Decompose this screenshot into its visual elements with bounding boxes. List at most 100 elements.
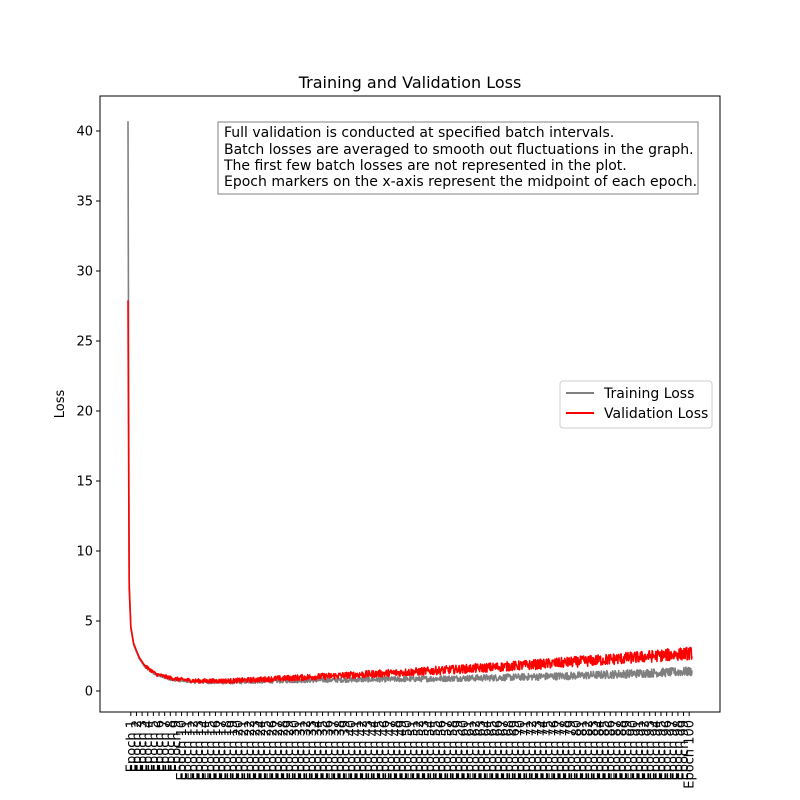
x-tick-label: Epoch 86 xyxy=(604,720,619,780)
x-tick-label: Epoch 61 xyxy=(463,720,478,780)
x-tick-label: Epoch 82 xyxy=(581,720,596,780)
x-tick-label: Epoch 3 xyxy=(136,720,151,772)
x-tick-label: Epoch 97 xyxy=(666,720,681,780)
x-tick-label: Epoch 4 xyxy=(141,720,156,772)
x-tick-label: Epoch 27 xyxy=(271,720,286,780)
x-tick-label: Epoch 56 xyxy=(435,720,450,780)
x-tick-label: Epoch 33 xyxy=(305,720,320,780)
x-tick-label: Epoch 47 xyxy=(384,720,399,780)
legend-frame xyxy=(559,380,713,429)
x-tick-label: Epoch 36 xyxy=(322,720,337,780)
x-tick-label: Epoch 2 xyxy=(130,720,145,772)
x-tick-label: Epoch 95 xyxy=(654,720,669,780)
x-tick-label: Epoch 84 xyxy=(592,720,607,780)
annotation-line-2: Batch losses are averaged to smooth out … xyxy=(224,142,694,158)
x-tick-label: Epoch 34 xyxy=(310,720,325,780)
chart-title: Training and Validation Loss xyxy=(298,73,522,92)
x-tick-label: Epoch 63 xyxy=(474,720,489,780)
x-tick-label: Epoch 90 xyxy=(626,720,641,780)
x-tick-label: Epoch 23 xyxy=(248,720,263,780)
annotation-line-1: Full validation is conducted at specifie… xyxy=(224,125,614,141)
series-line-validation xyxy=(127,300,693,685)
y-tick-label: 15 xyxy=(76,475,93,490)
x-tick-label: Epoch 93 xyxy=(643,720,658,780)
x-tick-label: Epoch 70 xyxy=(513,720,528,780)
annotation-line-4: Epoch markers on the x-axis represent th… xyxy=(224,174,697,190)
x-tick-label: Epoch 15 xyxy=(203,720,218,780)
x-tick-label: Epoch 54 xyxy=(423,720,438,780)
legend-label-validation: Validation Loss xyxy=(604,406,708,422)
x-tick-label: Epoch 77 xyxy=(553,720,568,780)
x-tick-label: Epoch 9 xyxy=(169,720,184,772)
x-tick-label: Epoch 40 xyxy=(344,720,359,780)
x-tick-label: Epoch 38 xyxy=(333,720,348,780)
x-tick-label: Epoch 1 xyxy=(124,720,139,772)
x-tick-label: Epoch 8 xyxy=(164,720,179,772)
x-tick-label: Epoch 28 xyxy=(277,720,292,780)
x-tick-label: Epoch 31 xyxy=(294,720,309,780)
x-tick-label: Epoch 32 xyxy=(299,720,314,780)
x-tick-label: Epoch 92 xyxy=(638,720,653,780)
x-tick-label: Epoch 29 xyxy=(282,720,297,780)
x-tick-label: Epoch 53 xyxy=(418,720,433,780)
x-tick-label: Epoch 35 xyxy=(316,720,331,780)
x-tick-label: Epoch 89 xyxy=(621,720,636,780)
x-tick-label: Epoch 6 xyxy=(153,720,168,772)
x-tick-label: Epoch 98 xyxy=(671,720,686,780)
x-tick-label: Epoch 37 xyxy=(327,720,342,780)
x-tick-label: Epoch 60 xyxy=(457,720,472,780)
x-tick-label: Epoch 41 xyxy=(350,720,365,780)
x-tick-label: Epoch 49 xyxy=(395,720,410,780)
x-tick-label: Epoch 59 xyxy=(451,720,466,780)
x-tick-label: Epoch 71 xyxy=(519,720,534,780)
annotation-frame xyxy=(217,121,699,195)
x-tick-label: Epoch 45 xyxy=(372,720,387,780)
x-tick-label: Epoch 16 xyxy=(209,720,224,780)
x-tick-label: Epoch 44 xyxy=(367,720,382,780)
y-tick-label: 30 xyxy=(76,265,93,280)
y-tick-label: 25 xyxy=(76,335,93,350)
x-tick-label: Epoch 87 xyxy=(609,720,624,780)
x-tick-label: Epoch 100 xyxy=(683,720,698,789)
x-tick-label: Epoch 96 xyxy=(660,720,675,780)
x-tick-label: Epoch 80 xyxy=(570,720,585,780)
x-tick-label: Epoch 7 xyxy=(158,720,173,772)
x-tick-label: Epoch 68 xyxy=(502,720,517,780)
x-tick-label: Epoch 83 xyxy=(587,720,602,780)
legend: Training Loss Validation Loss xyxy=(559,380,713,429)
x-tick-label: Epoch 26 xyxy=(265,720,280,780)
x-tick-label: Epoch 43 xyxy=(361,720,376,780)
y-tick-label: 35 xyxy=(76,195,93,210)
x-tick-label: Epoch 50 xyxy=(401,720,416,780)
x-tick-label: Epoch 14 xyxy=(198,720,213,780)
x-tick-label: Epoch 85 xyxy=(598,720,613,780)
x-tick-label: Epoch 91 xyxy=(632,720,647,780)
x-tick-label: Epoch 79 xyxy=(564,720,579,780)
x-tick-label: Epoch 66 xyxy=(491,720,506,780)
x-tick-label: Epoch 17 xyxy=(215,720,230,780)
x-tick-label: Epoch 19 xyxy=(226,720,241,780)
x-tick-label: Epoch 30 xyxy=(288,720,303,780)
x-tick-label: Epoch 62 xyxy=(468,720,483,780)
x-tick-label: Epoch 58 xyxy=(446,720,461,780)
x-tick-label: Epoch 42 xyxy=(356,720,371,780)
x-tick-label: Epoch 67 xyxy=(497,720,512,780)
x-tick-label: Epoch 78 xyxy=(559,720,574,780)
x-tick-label: Epoch 81 xyxy=(576,720,591,780)
x-tick-label: Epoch 75 xyxy=(542,720,557,780)
y-axis-label: Loss xyxy=(53,390,68,419)
y-tick-label: 0 xyxy=(85,685,93,700)
x-tick-label: Epoch 25 xyxy=(260,720,275,780)
x-tick-label: Epoch 73 xyxy=(530,720,545,780)
y-tick-label: 40 xyxy=(76,125,93,140)
x-tick-label: Epoch 99 xyxy=(677,720,692,780)
plot-frame xyxy=(99,95,721,713)
x-tick-label: Epoch 46 xyxy=(378,720,393,780)
x-tick-label: Epoch 12 xyxy=(186,720,201,780)
x-tick-label: Epoch 52 xyxy=(412,720,427,780)
annotation-box: Full validation is conducted at specifie… xyxy=(217,121,699,195)
x-tick-label: Epoch 11 xyxy=(181,720,196,780)
x-tick-label: Epoch 39 xyxy=(339,720,354,780)
x-tick-label: Epoch 55 xyxy=(429,720,444,780)
